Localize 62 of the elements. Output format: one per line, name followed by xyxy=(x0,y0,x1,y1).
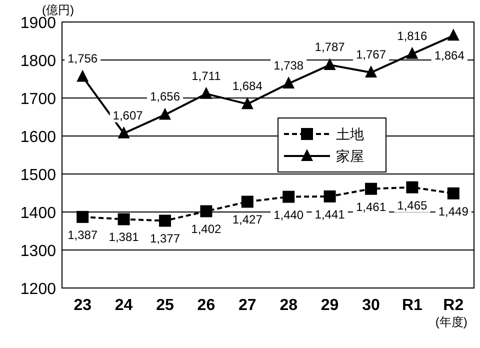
legend-label: 家屋 xyxy=(336,148,364,164)
point xyxy=(76,70,89,82)
point xyxy=(324,190,336,202)
y-tick-label: 1500 xyxy=(20,167,56,184)
x-axis-title: (年度) xyxy=(435,315,468,329)
y-tick-label: 1200 xyxy=(20,281,56,298)
point xyxy=(76,210,89,223)
x-tick-label: R1 xyxy=(402,297,423,314)
data-label: 1,607 xyxy=(112,108,144,122)
data-label: 1,738 xyxy=(274,58,304,73)
data-label: 1,377 xyxy=(150,232,180,246)
x-tick-label: 23 xyxy=(74,297,92,314)
legend-label: 土地 xyxy=(336,126,364,142)
point xyxy=(241,196,254,208)
point xyxy=(282,190,295,203)
point xyxy=(324,58,336,70)
y-axis-title: (億円) xyxy=(42,3,74,17)
x-tick-label: 25 xyxy=(156,297,174,314)
data-label: 1,387 xyxy=(68,228,98,242)
x-tick-label: 29 xyxy=(320,297,339,314)
point xyxy=(365,66,377,78)
x-tick-label: R2 xyxy=(443,297,464,314)
y-tick-label: 1700 xyxy=(20,91,56,108)
x-tick-label: 24 xyxy=(114,297,133,314)
point xyxy=(406,181,418,194)
point xyxy=(282,76,295,89)
point xyxy=(159,108,171,120)
point xyxy=(118,126,130,138)
point xyxy=(200,86,212,99)
data-label: 1,381 xyxy=(108,230,140,244)
data-label: 1,461 xyxy=(356,200,386,214)
x-tick-label: 30 xyxy=(362,297,380,314)
point xyxy=(447,28,460,41)
data-label: 1,427 xyxy=(232,212,263,227)
data-label: 1,449 xyxy=(438,204,469,218)
point xyxy=(159,214,171,227)
x-tick-label: 26 xyxy=(197,297,216,314)
data-label: 1,756 xyxy=(68,52,98,66)
point xyxy=(365,182,377,195)
point xyxy=(200,205,212,218)
y-tick-label: 1400 xyxy=(20,205,56,222)
y-tick-label: 1600 xyxy=(20,129,56,146)
data-label: 1,767 xyxy=(356,48,386,62)
data-label: 1,656 xyxy=(150,90,180,104)
point xyxy=(241,97,254,110)
y-tick-label: 1800 xyxy=(20,53,56,70)
data-label: 1,441 xyxy=(314,207,346,222)
point xyxy=(118,213,130,226)
data-label: 1,684 xyxy=(232,79,263,94)
y-tick-label: 1900 xyxy=(20,15,56,32)
point xyxy=(406,46,418,59)
data-label: 1,402 xyxy=(191,222,222,236)
x-tick-label: 28 xyxy=(280,297,298,314)
y-tick-label: 1300 xyxy=(20,243,56,260)
x-tick-label: 27 xyxy=(238,297,256,314)
point xyxy=(447,187,460,200)
data-label: 1,465 xyxy=(397,198,428,212)
data-label: 1,711 xyxy=(192,68,222,83)
data-label: 1,816 xyxy=(397,28,428,43)
data-label: 1,440 xyxy=(274,208,304,222)
data-label: 1,864 xyxy=(434,48,465,63)
data-label: 1,787 xyxy=(314,40,346,54)
